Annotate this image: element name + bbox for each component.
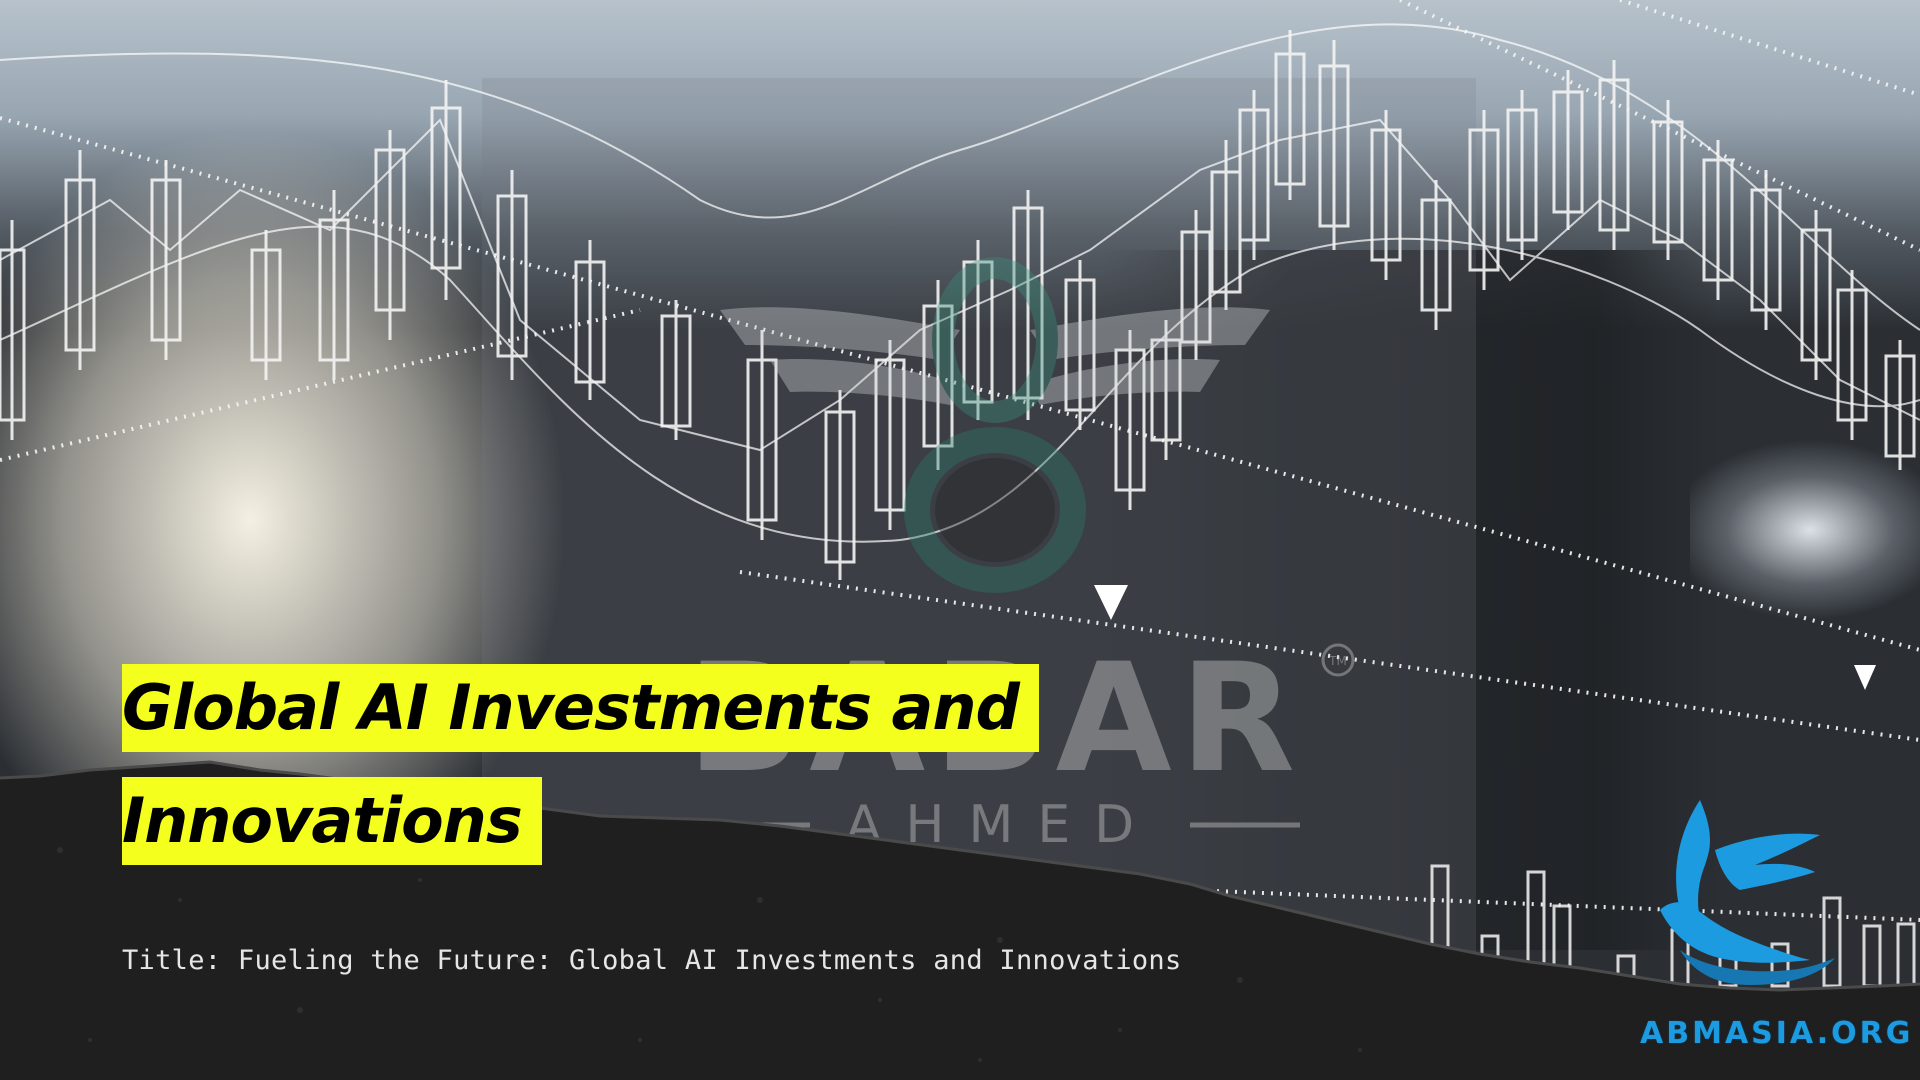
candle: [1702, 140, 1734, 300]
candle: [1884, 340, 1916, 470]
candle: [1506, 90, 1538, 260]
candle: [824, 390, 856, 580]
slide-subtitle: Title: Fueling the Future: Global AI Inv…: [122, 945, 1182, 976]
candle: [1318, 40, 1350, 250]
slide-title: Global AI Investments and Innovations: [122, 664, 1122, 865]
candle: [150, 160, 182, 360]
candle: [1800, 210, 1832, 380]
title-line-2: Innovations: [122, 777, 542, 865]
candle: [1150, 320, 1182, 460]
candle: [922, 280, 954, 470]
candle: [430, 80, 462, 300]
candle: [1114, 330, 1146, 510]
candle: [0, 220, 26, 440]
candle: [1836, 270, 1868, 440]
candle: [374, 130, 406, 340]
watermark-trademark: TM: [1328, 654, 1347, 668]
candle: [1064, 260, 1096, 430]
candle: [1552, 70, 1584, 230]
candle: [1468, 110, 1500, 290]
candle: [1210, 140, 1242, 310]
candle: [660, 300, 692, 440]
candle: [1370, 110, 1402, 280]
candle: [574, 240, 606, 400]
torn-paper-edge: [0, 760, 1920, 992]
background-right-window: [1690, 430, 1920, 630]
background-building: [1100, 250, 1720, 950]
candle: [1012, 190, 1044, 420]
candle: [250, 230, 282, 380]
dotted-trendlines: [0, 0, 1920, 922]
eagle-icon: [1660, 800, 1835, 985]
candlesticks: [0, 30, 1916, 580]
title-line-1: Global AI Investments and: [122, 664, 1039, 752]
candle: [962, 240, 994, 420]
candle: [1274, 30, 1306, 200]
trendline-3: [739, 570, 1920, 742]
corner-logo-text: ABMASIA.ORG: [1640, 1016, 1914, 1051]
candle: [1180, 210, 1212, 360]
watermark-logo: BABAR AHMED TM: [687, 257, 1355, 855]
arrow-marker: [1094, 585, 1128, 620]
candle: [1598, 60, 1630, 250]
candle: [64, 150, 96, 370]
trendline-4: [1619, 0, 1920, 97]
trendline-5: [1399, 0, 1920, 252]
candle: [1420, 180, 1452, 330]
candle: [1750, 170, 1782, 330]
candle: [1238, 90, 1270, 260]
trendline-2: [0, 308, 641, 462]
candle: [874, 340, 906, 530]
candle: [1652, 100, 1684, 260]
arrow-marker: [1854, 665, 1876, 690]
candle: [746, 330, 778, 540]
candle: [318, 190, 350, 380]
candle: [496, 170, 528, 380]
